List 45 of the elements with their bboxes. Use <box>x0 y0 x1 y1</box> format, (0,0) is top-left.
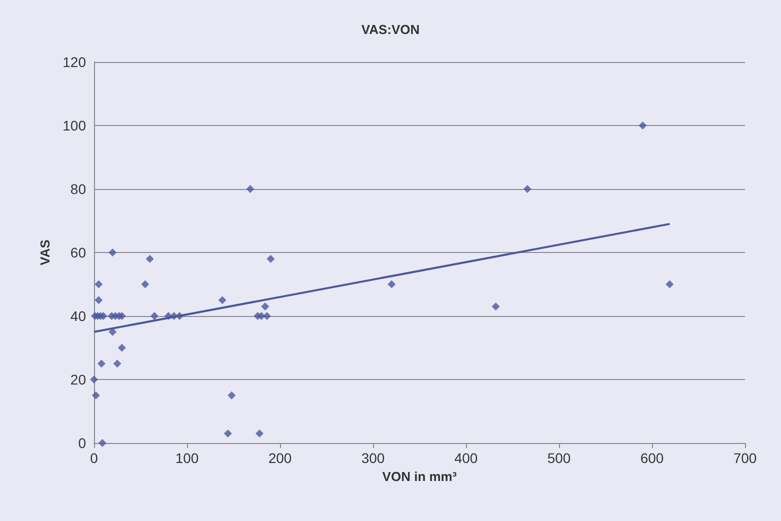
y-tick-label: 80 <box>70 181 86 197</box>
point <box>146 254 154 263</box>
point <box>388 280 396 288</box>
point <box>261 302 270 310</box>
point <box>523 185 532 193</box>
y-tick-label: 20 <box>70 372 86 388</box>
x-axis-title: VON in mm³ <box>382 468 458 484</box>
point <box>218 296 226 304</box>
point <box>150 312 158 320</box>
point <box>492 302 500 310</box>
point <box>94 280 103 288</box>
x-tick-label: 300 <box>361 450 385 466</box>
point <box>118 344 126 352</box>
chart-title: VAS:VON <box>361 22 420 37</box>
point <box>256 429 264 438</box>
point <box>97 360 106 368</box>
y-tick-label: 120 <box>62 54 86 70</box>
point <box>228 391 236 400</box>
point <box>266 254 275 263</box>
y-tick-label: 60 <box>70 244 86 260</box>
point <box>638 122 647 130</box>
point <box>90 376 98 384</box>
point <box>108 248 117 256</box>
point <box>98 439 106 447</box>
point <box>257 312 266 320</box>
point <box>92 391 100 400</box>
x-tick-label: 0 <box>90 450 98 466</box>
point <box>94 296 103 304</box>
x-tick-label: 200 <box>268 450 292 466</box>
point <box>113 360 122 368</box>
point <box>118 312 126 320</box>
y-tick-label: 40 <box>70 308 86 324</box>
point <box>141 280 150 288</box>
y-axis-title: VAS <box>38 239 53 266</box>
point <box>262 312 271 320</box>
point <box>224 429 232 438</box>
y-tick-label: 100 <box>62 118 86 134</box>
x-tick-label: 400 <box>454 450 478 466</box>
x-tick-label: 600 <box>640 450 664 466</box>
y-tick-label: 0 <box>78 435 86 451</box>
point <box>666 280 674 288</box>
x-tick-label: 500 <box>547 450 571 466</box>
point <box>246 185 254 193</box>
x-tick-label: 700 <box>733 450 757 466</box>
x-tick-label: 100 <box>175 450 199 466</box>
